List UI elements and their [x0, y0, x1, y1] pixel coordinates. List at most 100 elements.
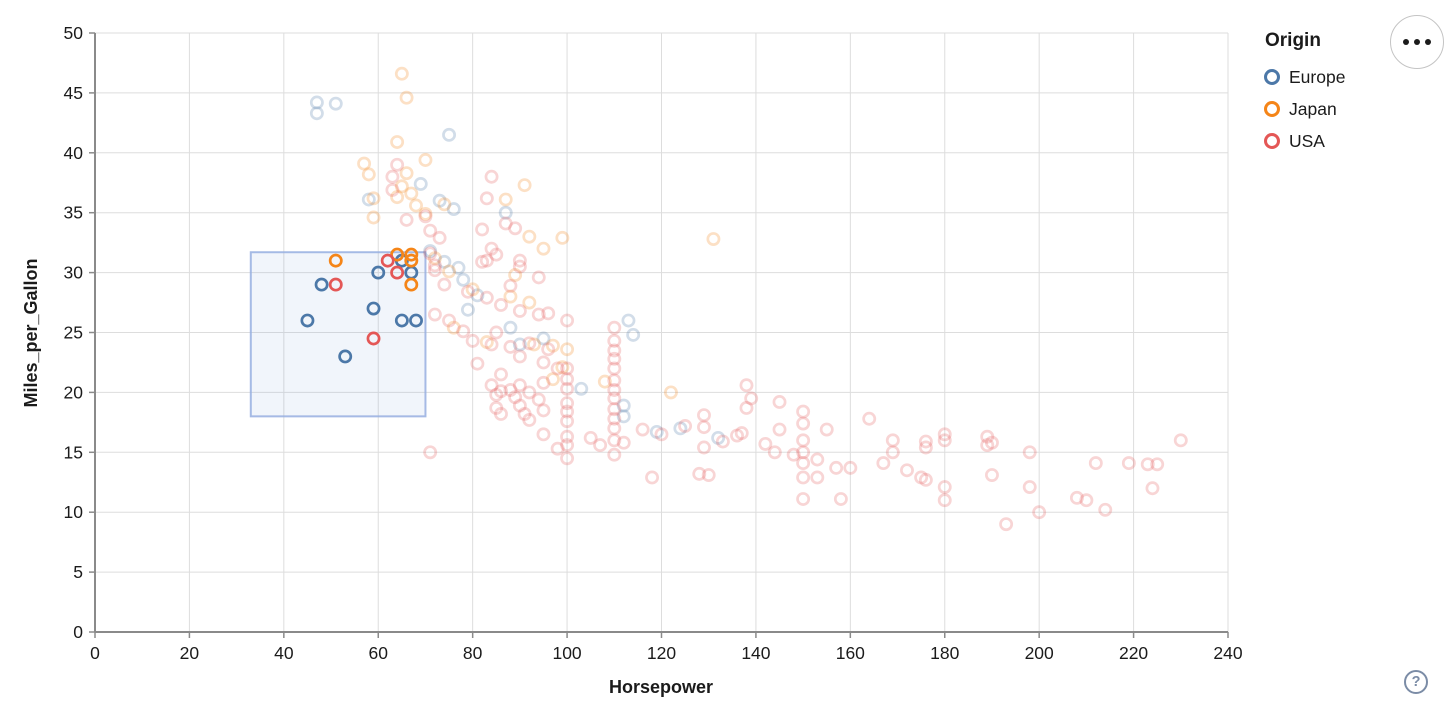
scatter-point-usa [607, 351, 622, 366]
scatter-point-japan [361, 167, 376, 182]
scatter-point-usa [607, 333, 622, 348]
scatter-point-europe [409, 313, 423, 328]
y-tick-label: 40 [64, 143, 84, 163]
scatter-point-usa [692, 466, 707, 481]
scatter-point-usa [508, 221, 523, 236]
scatter-point-usa [607, 447, 622, 462]
scatter-point-usa [531, 307, 546, 322]
y-tick-label: 0 [73, 622, 83, 642]
y-tick-label: 15 [64, 442, 83, 462]
scatter-point-usa [1022, 445, 1037, 460]
scatter-point-japan [517, 178, 532, 193]
scatter-point-usa [1140, 457, 1155, 472]
legend: Origin Europe Japan USA [1264, 30, 1345, 157]
scatter-point-usa [1088, 456, 1103, 471]
scatter-point-usa [829, 460, 844, 475]
scatter-point-japan [663, 385, 678, 400]
scatter-point-usa [1150, 457, 1165, 472]
scatter-point-europe [649, 424, 664, 439]
scatter-point-usa [607, 421, 622, 436]
scatter-point-usa [885, 445, 900, 460]
scatter-point-usa [796, 416, 811, 431]
scatter-point-usa [550, 361, 565, 376]
scatter-point-japan [555, 360, 570, 375]
scatter-point-usa [635, 422, 650, 437]
scatter-point-usa [437, 277, 452, 292]
x-tick-label: 220 [1119, 643, 1148, 663]
scatter-point-europe [512, 337, 527, 352]
europe-point-icon [1264, 69, 1280, 85]
scatter-point-usa [522, 385, 537, 400]
scatter-point-usa [494, 367, 508, 382]
help-icon[interactable]: ? [1404, 670, 1428, 694]
scatter-point-japan [404, 253, 419, 268]
scatter-point-usa [541, 342, 556, 357]
scatter-point-usa [475, 222, 490, 237]
scatter-point-usa [494, 297, 508, 312]
scatter-point-usa [460, 284, 475, 299]
x-tick-label: 40 [274, 643, 294, 663]
scatter-point-usa [607, 361, 622, 376]
scatter-point-usa [503, 383, 518, 397]
scatter-point-usa [536, 355, 551, 370]
scatter-point-europe [314, 277, 329, 292]
scatter-point-usa [465, 333, 480, 348]
scatter-point-japan [503, 289, 518, 304]
scatter-point-europe [460, 302, 475, 317]
scatter-point-usa [583, 430, 598, 445]
scatter-point-usa [512, 349, 527, 364]
scatter-point-japan [508, 268, 523, 282]
scatter-point-usa [772, 422, 787, 437]
scatter-point-usa [432, 230, 447, 245]
scatter-point-usa [593, 438, 608, 453]
scatter-point-usa [937, 480, 952, 494]
scatter-point-usa [1079, 493, 1094, 508]
scatter-point-usa [560, 404, 575, 419]
scatter-point-japan [394, 66, 409, 81]
scatter-point-usa [560, 372, 575, 387]
scatter-point-europe [309, 95, 324, 110]
scatter-point-japan [390, 247, 405, 262]
legend-item-usa[interactable]: USA [1264, 125, 1345, 157]
scatter-point-usa [1022, 480, 1037, 494]
scatter-point-usa [531, 392, 546, 407]
scatter-point-usa [541, 306, 556, 321]
scatter-point-japan [545, 372, 560, 387]
scatter-point-japan [560, 342, 575, 357]
scatter-point-usa [423, 445, 438, 460]
scatter-point-europe [498, 205, 513, 220]
y-tick-label: 20 [64, 382, 84, 402]
scatter-point-usa [489, 325, 504, 340]
usa-point-icon [1264, 133, 1280, 149]
y-tick-label: 50 [64, 23, 84, 43]
y-axis-title: Miles_per_Gallon [21, 258, 41, 407]
scatter-point-usa [715, 434, 730, 449]
scatter-point-europe [338, 349, 353, 364]
scatter-point-usa [427, 307, 442, 322]
scatter-point-usa [645, 470, 660, 485]
scatter-point-usa [489, 401, 504, 415]
y-tick-label: 5 [73, 562, 83, 582]
scatter-point-japan [437, 197, 452, 212]
scatter-point-usa [442, 313, 457, 328]
scatter-point-usa [366, 331, 381, 346]
scatter-point-japan [366, 210, 381, 225]
scatter-point-europe [442, 127, 457, 142]
scatter-point-usa [819, 422, 834, 437]
scatter-point-usa [937, 493, 952, 508]
scatter-point-usa [423, 246, 438, 261]
scatter-point-japan [404, 186, 419, 201]
scatter-point-japan [479, 335, 494, 350]
actions-menu-button[interactable] [1390, 15, 1444, 69]
legend-item-japan[interactable]: Japan [1264, 93, 1345, 125]
scatter-point-usa [607, 320, 622, 335]
scatter-point-europe [470, 288, 485, 303]
scatter-point-japan [390, 190, 405, 205]
legend-item-europe[interactable]: Europe [1264, 61, 1345, 93]
scatter-point-europe [423, 244, 438, 258]
scatter-point-usa [418, 209, 433, 224]
scatter-point-usa [862, 411, 877, 426]
scatter-point-usa [456, 324, 471, 339]
y-tick-label: 30 [64, 263, 84, 283]
